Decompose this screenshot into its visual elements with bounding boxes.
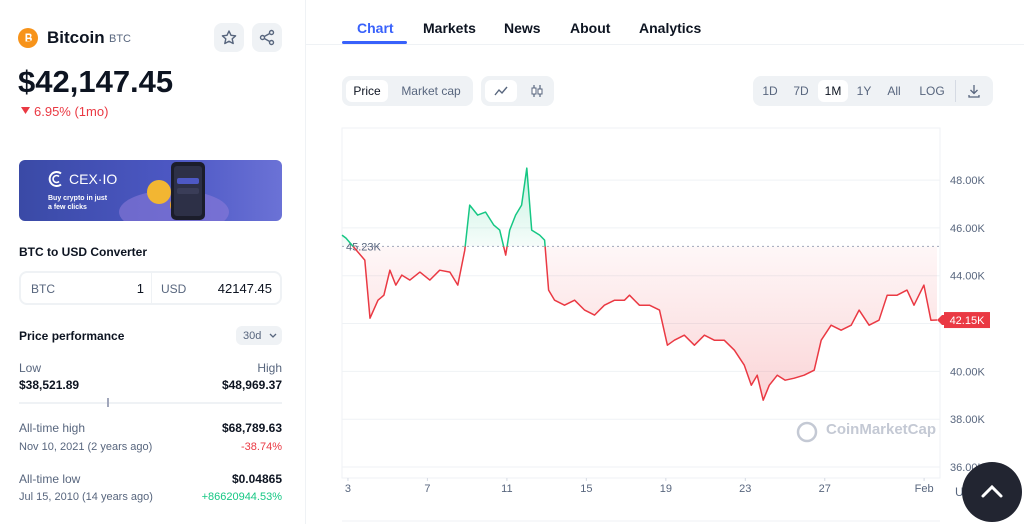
high-value: $48,969.37 (221, 378, 282, 392)
y-tick-label: 46.00K (950, 223, 986, 235)
divider (151, 273, 152, 303)
price-change: 6.95% (1mo) (34, 104, 109, 119)
x-tick-label: 3 (345, 483, 351, 495)
ath-change: -38.74% (241, 441, 282, 453)
price-line (341, 167, 938, 401)
share-button[interactable] (252, 23, 282, 52)
range-bar (19, 402, 282, 404)
y-tick-label: 44.00K (950, 271, 986, 283)
range-button[interactable]: LOG (919, 84, 945, 98)
x-tick-label: 7 (424, 483, 430, 495)
atl-value: $0.04865 (231, 472, 282, 486)
share-icon (259, 29, 275, 46)
range-group (753, 76, 993, 106)
y-tick-label: 40.00K (950, 366, 986, 378)
coin-name: Bitcoin (47, 28, 105, 47)
coin-icon (18, 28, 38, 48)
last-price-label: 42.15K (950, 315, 986, 327)
last-price-pointer (937, 315, 947, 326)
tab[interactable]: Analytics (639, 20, 702, 36)
period-select[interactable]: 30d (236, 326, 282, 345)
tab[interactable]: Chart (357, 20, 394, 36)
performance-title: Price performance (19, 329, 125, 343)
range-button[interactable]: 1Y (856, 84, 872, 98)
star-icon (221, 30, 237, 45)
chart-style-group (481, 76, 554, 106)
chevron (269, 333, 277, 338)
tabs-divider (306, 44, 1024, 45)
banner-art (119, 162, 229, 221)
scroll-top-button[interactable] (962, 462, 1022, 522)
mode-button[interactable]: Price (346, 80, 388, 102)
line-icon (494, 86, 508, 96)
watermark: CoinMarketCap (826, 421, 936, 438)
line-style-button[interactable] (485, 80, 517, 102)
from-amount[interactable]: 1 (136, 281, 144, 296)
low-label: Low (19, 361, 42, 375)
banner-text: Buy crypto in just a few clicks (48, 195, 108, 211)
range-button[interactable]: 7D (793, 84, 809, 98)
x-tick-label: 15 (580, 483, 592, 495)
brand-logo (48, 171, 62, 187)
tab[interactable]: News (504, 20, 541, 36)
down-arrow (21, 107, 30, 114)
left-panel: Bitcoin BTC $42,147.45 6.95% (1mo) CEX·I… (0, 0, 306, 524)
x-tick-label: 19 (660, 483, 672, 495)
high-label: High (257, 361, 282, 375)
x-tick-label: 23 (739, 483, 751, 495)
tab[interactable]: Markets (423, 20, 476, 36)
x-tick-label: Feb (915, 483, 934, 495)
converter-box[interactable]: BTC 1 USD 42147.45 (19, 271, 282, 305)
reference-label: 45.23K (346, 241, 382, 253)
range-button[interactable]: 1M (818, 80, 848, 102)
from-currency: BTC (31, 282, 55, 296)
ath-date: Nov 10, 2021 (2 years ago) (19, 441, 153, 453)
ath-label: All-time high (19, 421, 86, 435)
watchlist-button[interactable] (214, 23, 244, 52)
active-tab-underline (342, 41, 407, 44)
candle-icon[interactable] (523, 80, 551, 102)
last-price-box (944, 312, 990, 329)
low-value: $38,521.89 (19, 378, 80, 392)
converter-title: BTC to USD Converter (19, 245, 148, 259)
range-button[interactable]: All (887, 84, 901, 98)
y-tick-label: 38.00K (950, 414, 986, 426)
ad-banner[interactable]: CEX·IO Buy crypto in just a few clicks (19, 160, 282, 221)
mode-button[interactable]: Market cap (401, 84, 461, 98)
x-tick-label: 11 (501, 483, 512, 495)
range-marker (107, 398, 109, 407)
range-button[interactable]: 1D (762, 84, 778, 98)
coin-symbol: BTC (109, 33, 131, 45)
brand-name: CEX·IO (69, 171, 118, 187)
download-button[interactable] (962, 80, 986, 102)
plot-frame (341, 127, 941, 479)
divider (955, 80, 956, 102)
atl-change: +86620944.53% (201, 491, 282, 503)
y-tick-label: 48.00K (950, 175, 986, 187)
chevron-up (981, 484, 1003, 498)
ath-value: $68,789.63 (221, 421, 282, 435)
tab[interactable]: About (570, 20, 611, 36)
to-currency: USD (161, 282, 187, 296)
atl-label: All-time low (19, 472, 81, 486)
period: 30d (243, 330, 262, 342)
atl-date: Jul 15, 2010 (14 years ago) (19, 491, 153, 503)
watermark-logo (796, 421, 818, 443)
to-amount[interactable]: 42147.45 (217, 281, 272, 296)
x-tick-label: 27 (819, 483, 831, 495)
area-fill (342, 168, 938, 401)
price: $42,147.45 (18, 64, 174, 99)
